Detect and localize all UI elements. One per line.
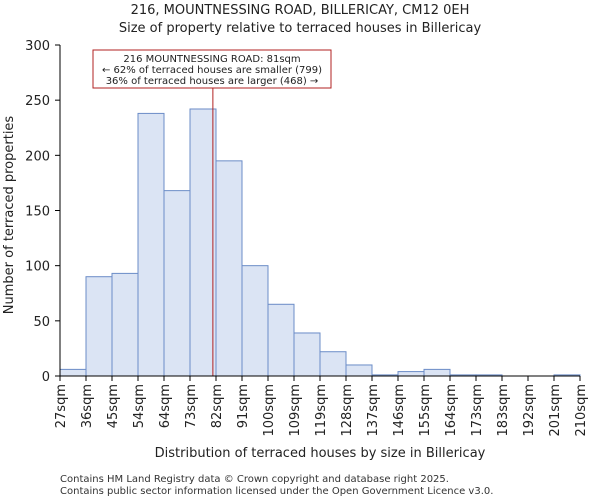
bar-73sqm <box>189 108 217 377</box>
x-tick-label: 82sqm <box>210 384 225 428</box>
y-tick-label: 50 <box>33 315 50 330</box>
y-tick-label: 150 <box>25 205 50 220</box>
y-axis-label: Number of terraced properties <box>2 116 17 315</box>
annotation-line-1: 216 MOUNTNESSING ROAD: 81sqm <box>123 54 300 65</box>
x-axis-ticks: 27sqm 36sqm 45sqm 54sqm 64sqm 73sqm 82sqm 91sqm… <box>54 376 589 437</box>
x-tick-label: 45sqm <box>106 384 121 428</box>
annotation-line-2: ← 62% of terraced houses are smaller (79… <box>102 65 322 76</box>
x-tick-label: 91sqm <box>236 384 251 428</box>
bar-155sqm <box>423 368 451 377</box>
x-tick-label: 192sqm <box>522 384 537 437</box>
bar-119sqm <box>319 351 347 377</box>
x-tick-label: 109sqm <box>288 384 303 437</box>
x-tick-label: 173sqm <box>470 384 485 437</box>
bar-36sqm <box>85 276 113 377</box>
bar-109sqm <box>293 332 321 377</box>
x-tick-label: 146sqm <box>392 384 407 437</box>
bar-91sqm <box>241 265 269 377</box>
x-tick-label: 201sqm <box>548 384 563 437</box>
bar-82sqm <box>215 160 243 377</box>
x-tick-label: 155sqm <box>418 384 433 437</box>
x-tick-label: 36sqm <box>80 384 95 428</box>
annotation-box: 216 MOUNTNESSING ROAD: 81sqm ← 62% of te… <box>92 49 332 89</box>
x-tick-label: 100sqm <box>262 384 277 437</box>
x-tick-label: 64sqm <box>158 384 173 428</box>
y-axis-ticks: 0 50 100 150 200 250 300 <box>25 39 60 385</box>
x-tick-label: 27sqm <box>54 384 69 428</box>
y-tick-label: 250 <box>25 94 50 109</box>
bars-group <box>59 108 581 377</box>
x-tick-label: 210sqm <box>574 384 589 437</box>
bar-54sqm <box>137 112 165 377</box>
bar-100sqm <box>267 303 295 377</box>
x-axis-label: Distribution of terraced houses by size … <box>155 446 486 461</box>
bar-128sqm <box>345 364 373 377</box>
x-tick-label: 137sqm <box>366 384 381 437</box>
y-tick-label: 0 <box>42 370 50 385</box>
x-tick-label: 183sqm <box>496 384 511 437</box>
footer-line-2: Contains public sector information licen… <box>60 486 493 497</box>
y-tick-label: 200 <box>25 149 50 164</box>
x-tick-label: 164sqm <box>444 384 459 437</box>
bar-45sqm <box>111 272 139 377</box>
chart-subtitle: Size of property relative to terraced ho… <box>119 21 482 36</box>
bar-146sqm <box>397 371 425 377</box>
chart-title: 216, MOUNTNESSING ROAD, BILLERICAY, CM12… <box>131 3 470 18</box>
y-tick-label: 100 <box>25 260 50 275</box>
annotation-line-3: 36% of terraced houses are larger (468) … <box>106 76 319 87</box>
y-tick-label: 300 <box>25 39 50 54</box>
x-tick-label: 73sqm <box>184 384 199 428</box>
x-tick-label: 119sqm <box>314 384 329 437</box>
bar-27sqm <box>59 368 87 377</box>
x-tick-label: 54sqm <box>132 384 147 428</box>
footer-line-1: Contains HM Land Registry data © Crown c… <box>60 474 449 485</box>
bar-64sqm <box>163 190 191 377</box>
annotation-frame <box>92 49 332 89</box>
x-tick-label: 128sqm <box>340 384 355 437</box>
